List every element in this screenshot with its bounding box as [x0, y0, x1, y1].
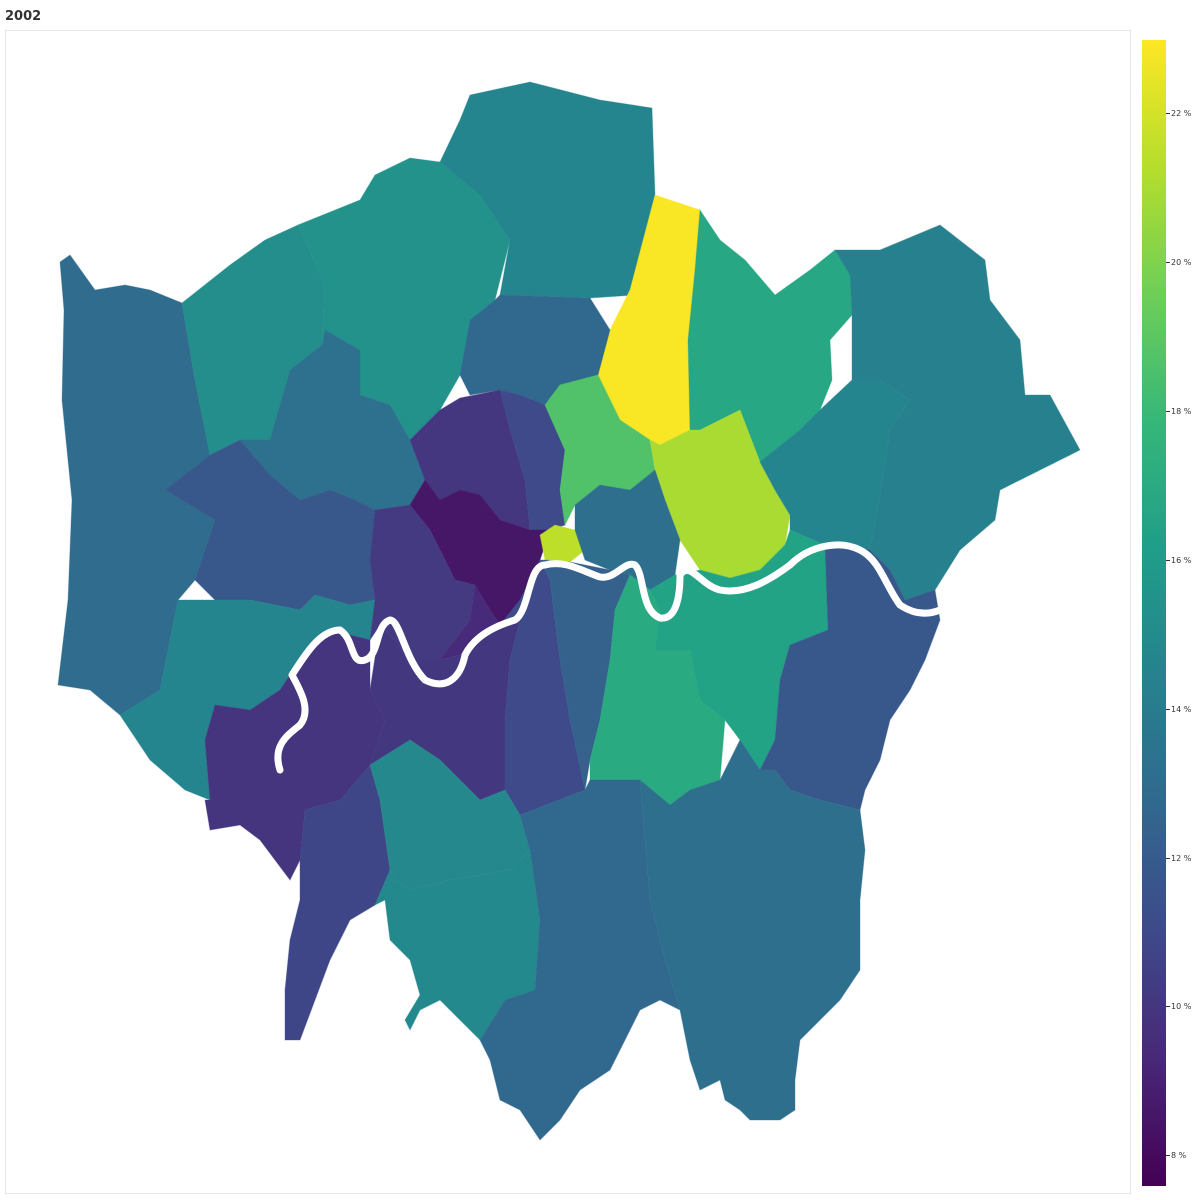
color-scale-tick: 20 % — [1166, 257, 1200, 269]
tick-label: 12 % — [1171, 853, 1192, 863]
river-thames — [274, 541, 944, 774]
tick-label: 22 % — [1171, 109, 1192, 119]
tick-mark — [1166, 559, 1170, 561]
tick-mark — [1166, 262, 1170, 264]
color-scale-tick: 12 % — [1166, 853, 1200, 865]
map-title: 2002 — [5, 9, 42, 24]
tick-mark — [1166, 857, 1170, 859]
tick-label: 18 % — [1171, 407, 1192, 417]
color-scale-tick: 16 % — [1166, 555, 1200, 567]
tick-mark — [1166, 1155, 1170, 1157]
color-scale-gradient — [1142, 40, 1166, 1186]
borough-barking-dagenham[interactable] — [759, 379, 911, 551]
tick-mark — [1166, 411, 1170, 413]
tick-mark — [1166, 708, 1170, 710]
tick-label: 14 % — [1171, 704, 1192, 714]
color-scale-tick: 18 % — [1166, 406, 1200, 418]
color-scale-ticks: 8 % 10 % 12 % 14 % 16 % 18 % 20 % 22 % — [1166, 40, 1200, 1186]
color-scale-tick: 10 % — [1166, 1001, 1200, 1013]
borough-bromley[interactable] — [639, 739, 866, 1121]
tick-label: 20 % — [1171, 258, 1192, 268]
tick-label: 10 % — [1171, 1002, 1192, 1012]
borough-sutton[interactable] — [374, 848, 541, 1041]
tick-label: 16 % — [1171, 555, 1192, 565]
color-scale-tick: 14 % — [1166, 704, 1200, 716]
color-scale-bar — [1142, 40, 1166, 1186]
tick-mark — [1166, 1006, 1170, 1008]
tick-label: 8 % — [1171, 1151, 1187, 1161]
color-scale-tick: 22 % — [1166, 108, 1200, 120]
borough-bexley[interactable] — [759, 544, 941, 811]
tick-mark — [1166, 113, 1170, 115]
color-scale-tick: 8 % — [1166, 1150, 1200, 1162]
